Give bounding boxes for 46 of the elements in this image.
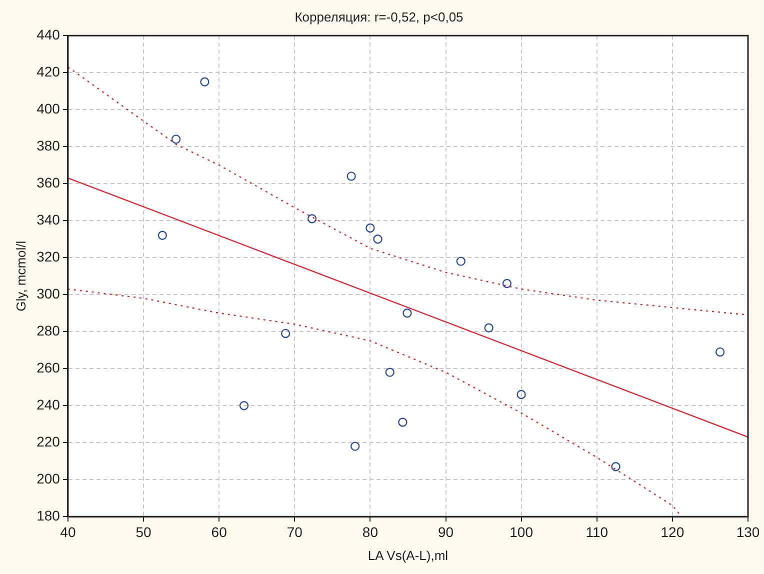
y-tick-label: 200 (36, 470, 60, 486)
point (280, 328, 290, 338)
point (385, 368, 394, 377)
x-tick-label: 50 (136, 524, 152, 540)
x-tick-label: 120 (660, 524, 684, 540)
y-tick-label: 360 (36, 174, 60, 190)
y-tick-label: 400 (36, 100, 60, 116)
point (307, 214, 317, 224)
chart-title: Корреляция: r=-0,52, p<0,05 (294, 9, 464, 24)
point (346, 172, 356, 181)
y-tick-label: 240 (36, 396, 60, 412)
point (171, 134, 181, 144)
point (516, 390, 526, 400)
y-tick-label: 300 (36, 285, 60, 302)
x-tick-label: 130 (736, 524, 760, 540)
point (456, 256, 466, 266)
x-tick-label: 40 (60, 524, 76, 540)
point (398, 418, 408, 427)
point (200, 77, 210, 86)
point (350, 442, 360, 451)
y-axis-title: Gly, mcmol/l (13, 240, 28, 312)
point (402, 308, 412, 318)
x-tick-label: 90 (438, 524, 454, 540)
y-tick-label: 180 (36, 507, 60, 524)
x-tick-label: 70 (286, 524, 303, 540)
point (373, 234, 382, 244)
point (484, 323, 494, 332)
point (502, 278, 512, 288)
x-axis-title: LA Vs(A-L),ml (368, 548, 448, 563)
y-tick-label: 260 (36, 359, 60, 376)
x-tick-label: 60 (211, 524, 228, 540)
point (611, 462, 620, 472)
y-tick-label: 320 (36, 248, 60, 264)
point (366, 223, 375, 233)
y-tick-label: 380 (36, 137, 60, 154)
y-tick-label: 420 (36, 63, 60, 80)
x-tick-label: 110 (586, 524, 608, 540)
point (715, 347, 725, 357)
y-tick-label: 280 (36, 322, 60, 338)
point (239, 401, 249, 410)
y-tick-label: 440 (36, 26, 60, 42)
point (158, 230, 168, 240)
x-tick-label: 80 (362, 524, 378, 540)
x-tick-label: 100 (510, 524, 534, 540)
y-tick-label: 220 (36, 433, 60, 450)
y-tick-label: 340 (36, 211, 60, 228)
